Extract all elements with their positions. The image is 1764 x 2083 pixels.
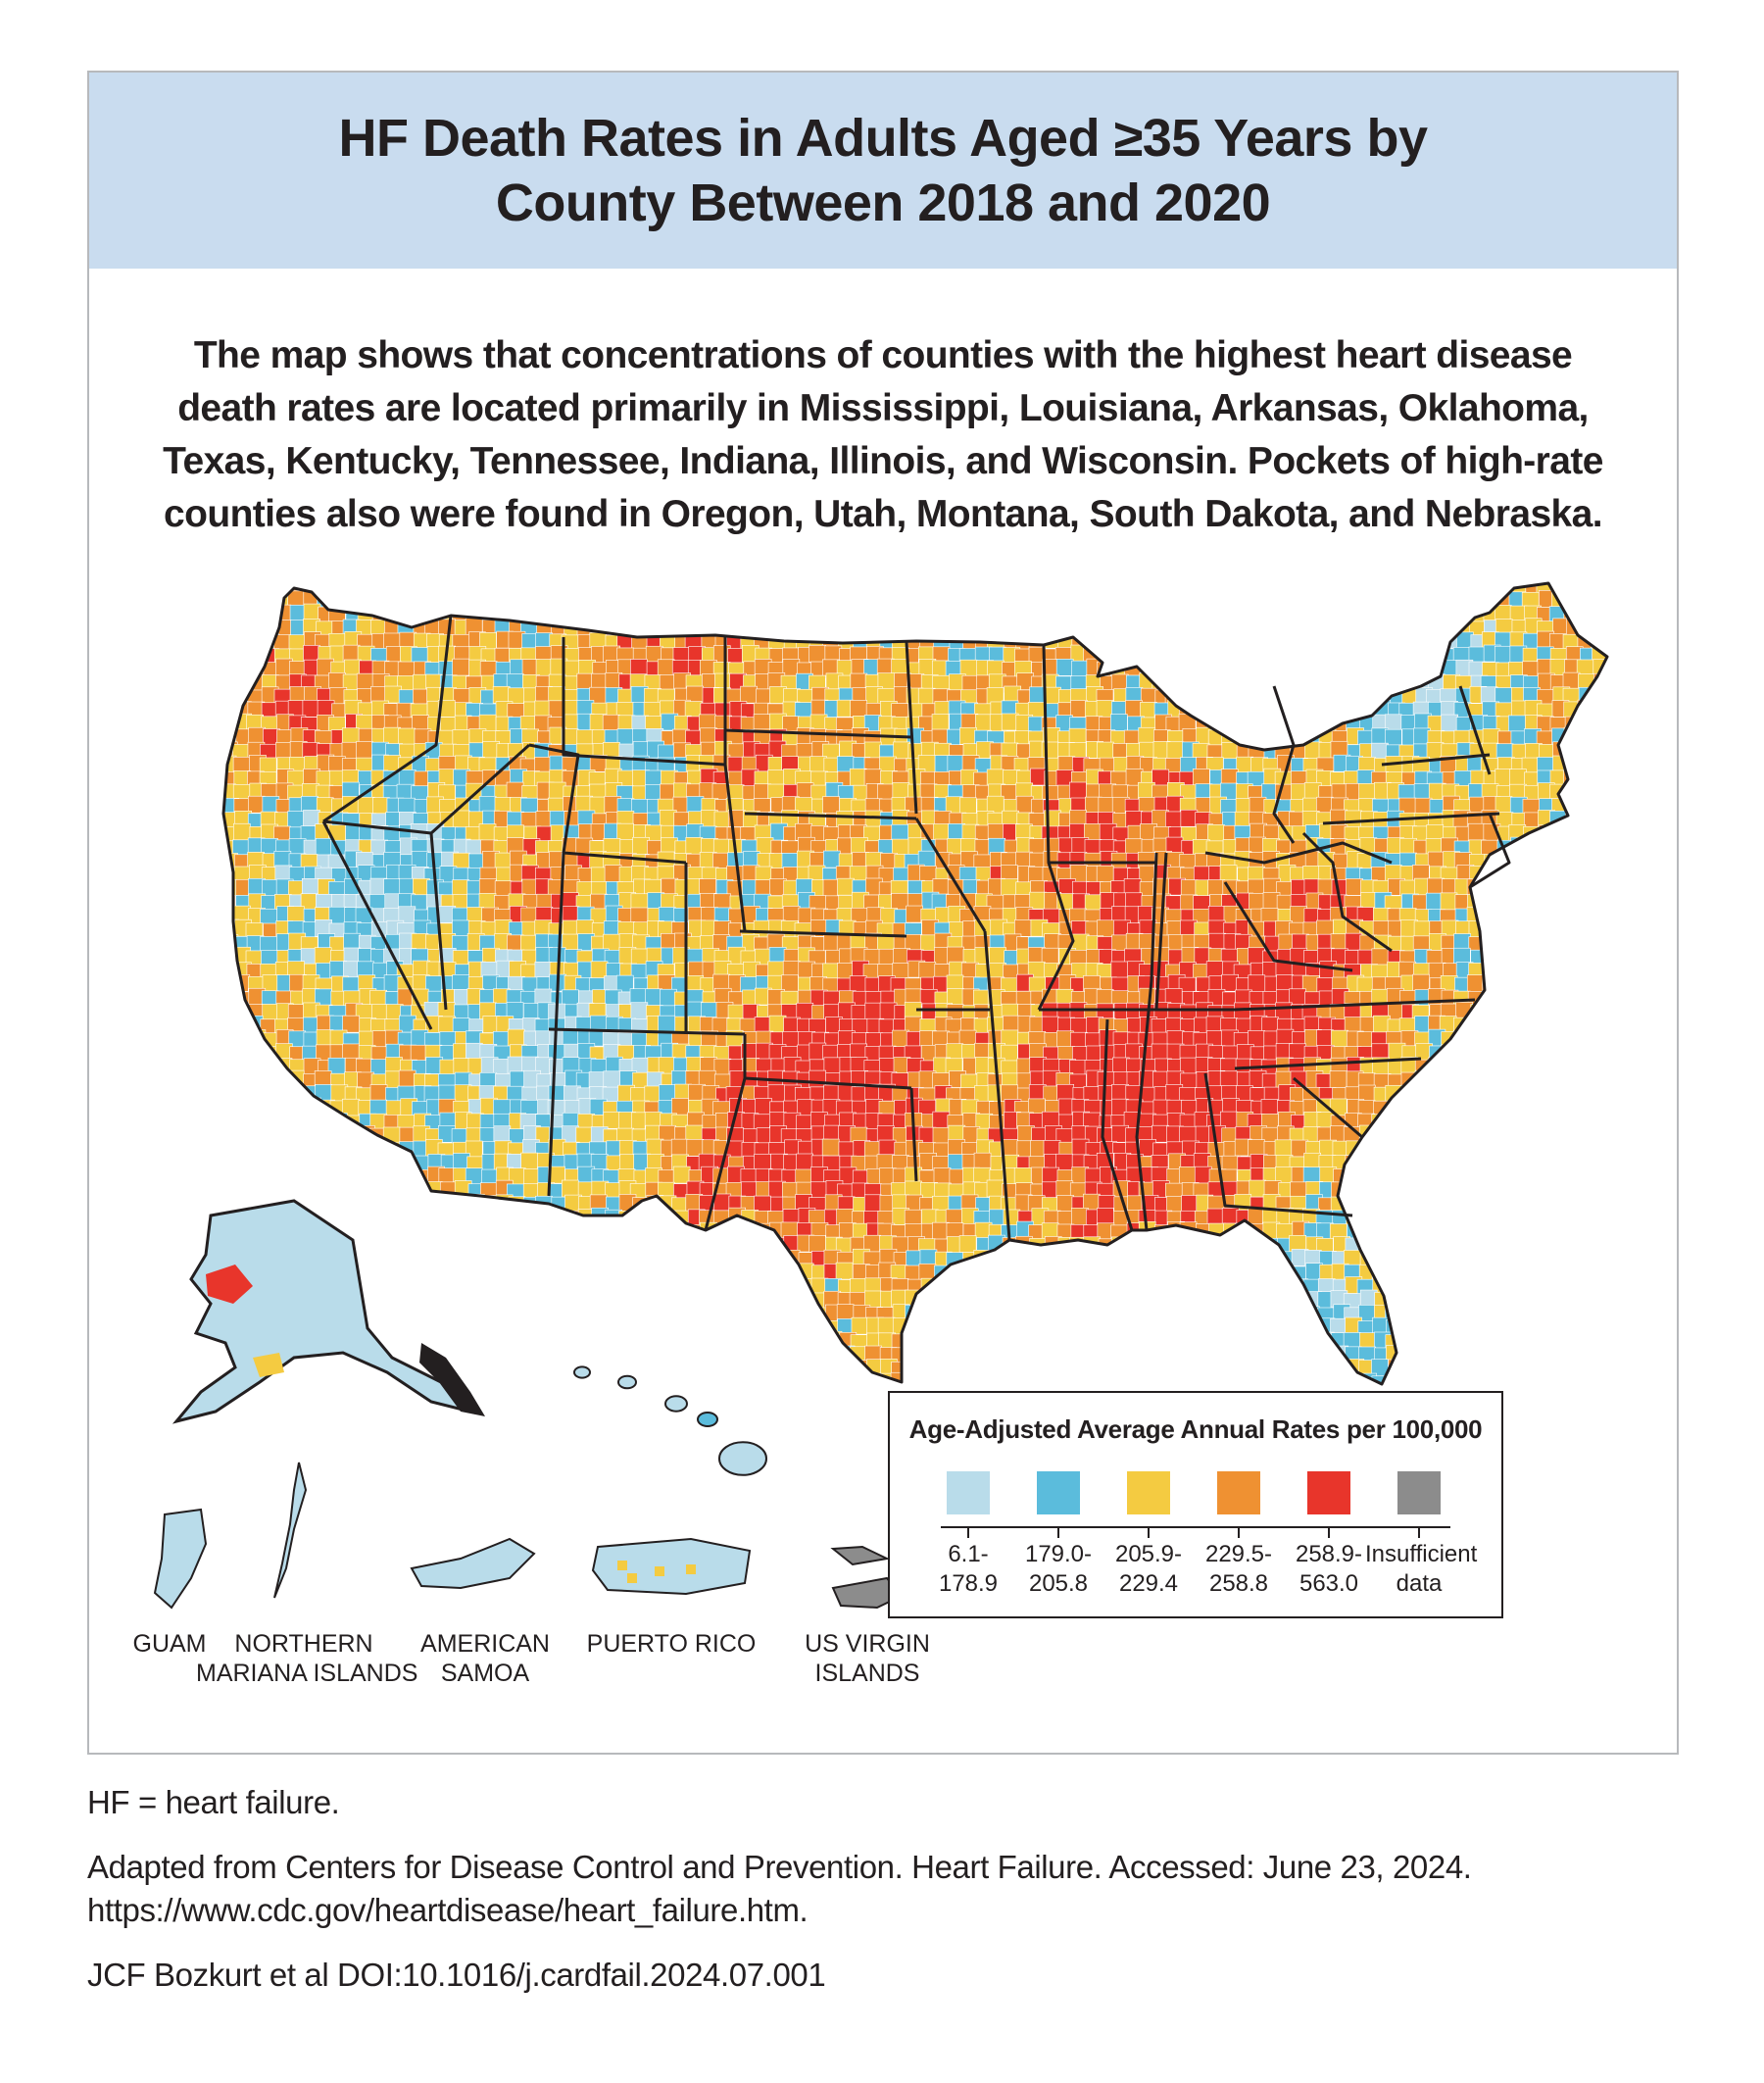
legend-label: 258.9- 563.0 [1295,1541,1363,1597]
summary-line-1: The map shows that concentrations of cou… [193,334,1573,376]
legend-label: 229.5- 258.8 [1204,1541,1273,1597]
legend-label: 205.9- 229.4 [1114,1541,1183,1597]
northern-mariana-islands-label: NORTHERN MARIANA ISLANDS [196,1630,418,1687]
source-footnote-line-2: https://www.cdc.gov/heartdisease/heart_f… [87,1892,808,1928]
contiguous-us-county-mosaic [223,583,1607,1384]
legend-tick [1238,1526,1240,1538]
legend-swatch [1037,1471,1080,1514]
us-virgin-islands-label: US VIRGIN ISLANDS [805,1630,930,1687]
state-borders [221,581,1609,1386]
territory-shapes [153,1462,904,1610]
hawaii-map [573,1365,767,1476]
legend-tick [1148,1526,1150,1538]
figure-title-line-1: HF Death Rates in Adults Aged ≥35 Years … [338,109,1428,168]
map-summary: The map shows that concentrations of cou… [128,329,1638,541]
alaska-map [172,1199,485,1424]
legend-swatch [947,1471,990,1514]
summary-line-3: Texas, Kentucky, Tennessee, Indiana, Ill… [163,440,1603,482]
legend-swatch [1217,1471,1260,1514]
american-samoa-label: AMERICAN SAMOA [420,1630,550,1687]
summary-line-2: death rates are located primarily in Mis… [177,387,1589,429]
map-legend: Age-Adjusted Average Annual Rates per 10… [888,1391,1503,1618]
legend-axis [941,1526,1450,1528]
legend-swatch [1307,1471,1350,1514]
legend-tick [1328,1526,1330,1538]
legend-label: 179.0- 205.8 [1024,1541,1093,1597]
legend-label: Insufficient data [1365,1541,1478,1597]
legend-tick [1057,1526,1059,1538]
title-band: HF Death Rates in Adults Aged ≥35 Years … [89,73,1677,269]
puerto-rico-label: PUERTO RICO [586,1630,757,1658]
summary-line-4: counties also were found in Oregon, Utah… [164,493,1603,535]
abbreviation-footnote: HF = heart failure. [87,1784,340,1820]
legend-title: Age-Adjusted Average Annual Rates per 10… [908,1414,1483,1444]
source-footnote-line-1: Adapted from Centers for Disease Control… [87,1849,1472,1885]
citation-footnote: JCF Bozkurt et al DOI:10.1016/j.cardfail… [87,1957,826,1993]
legend-swatch [1397,1471,1441,1514]
legend-swatch [1127,1471,1170,1514]
guam-label: GUAM [132,1630,207,1658]
legend-tick [1418,1526,1420,1538]
legend-tick [967,1526,969,1538]
legend-label: 6.1- 178.9 [938,1541,999,1597]
figure-title-line-2: County Between 2018 and 2020 [495,174,1271,232]
